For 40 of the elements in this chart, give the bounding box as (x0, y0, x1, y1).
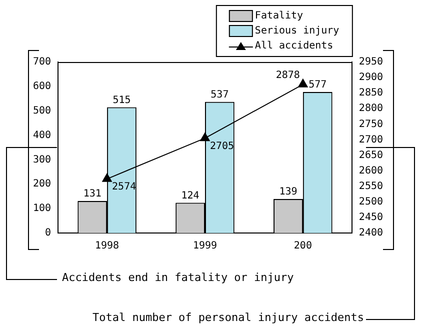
y-tick-label: 200 (33, 178, 52, 190)
y-tick-label: 500 (33, 105, 52, 116)
text: Total number of personal injury accidents (92, 311, 364, 324)
data-label: 515 (112, 94, 131, 106)
y2-tick-label: 2950 (358, 56, 384, 68)
y-tick-label: 400 (33, 130, 52, 141)
point (102, 173, 112, 182)
y2-tick-label: 2500 (358, 196, 384, 208)
y-tick-label: 0 (45, 228, 52, 239)
y2-tick-label: 2700 (358, 134, 384, 146)
y2-tick-label: 2400 (358, 228, 384, 239)
legend-label: Fatality (254, 10, 304, 22)
y2-tick-label: 2600 (358, 165, 384, 176)
y-tick-label: 100 (33, 203, 52, 214)
y2-tick-label: 2900 (358, 72, 384, 84)
x-tick-label: 1999 (192, 240, 218, 252)
text: Accidents end in fatality or injury (62, 271, 294, 284)
data-label: 2574 (112, 181, 136, 192)
y-tick-label: 300 (33, 154, 52, 166)
y2-tick-label: 2650 (358, 150, 384, 161)
data-label: 537 (210, 89, 229, 100)
legend-label: Serious injury (254, 26, 340, 37)
point (200, 132, 210, 142)
data-label: 2705 (210, 140, 234, 152)
y-tick-label: 700 (33, 56, 52, 68)
data-label: 139 (279, 186, 298, 198)
y2-tick-label: 2550 (358, 180, 384, 192)
data-label: 124 (181, 190, 200, 202)
point (298, 78, 308, 88)
x-tick-label: 1998 (94, 240, 120, 252)
y2-tick-label: 2750 (358, 118, 384, 130)
data-label: 2878 (276, 70, 300, 81)
y2-tick-label: 2450 (358, 212, 384, 224)
data-label: 577 (308, 80, 327, 91)
y2-tick-label: 2850 (358, 88, 384, 99)
x-tick-label: 200 (294, 240, 312, 252)
legend-label: All accidents (254, 40, 334, 52)
data-label: 131 (83, 188, 102, 200)
y2-tick-label: 2800 (358, 103, 384, 114)
y-tick-label: 600 (33, 81, 52, 92)
